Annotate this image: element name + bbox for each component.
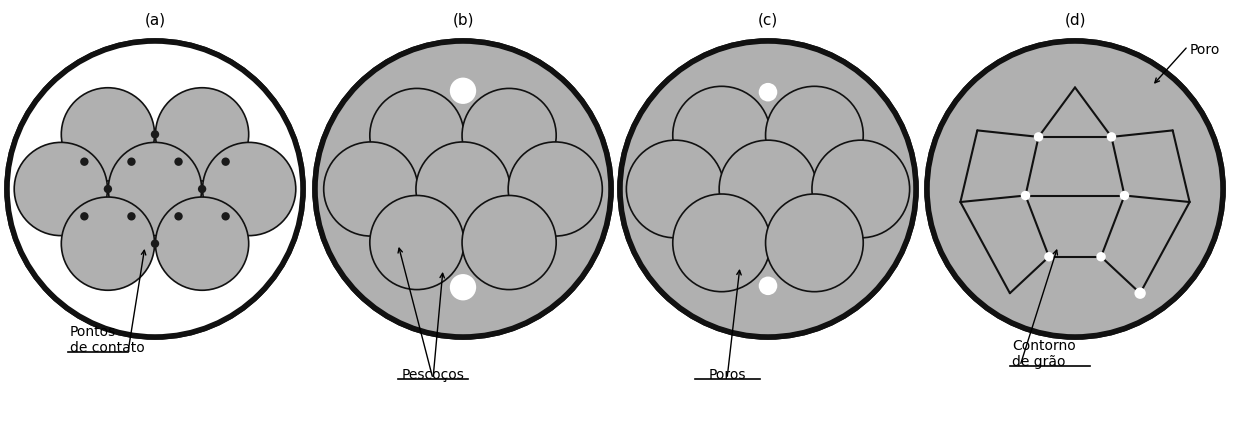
Circle shape: [174, 213, 183, 221]
Text: Contorno
de grão: Contorno de grão: [1012, 338, 1075, 368]
Circle shape: [690, 207, 708, 226]
Circle shape: [1096, 253, 1106, 262]
Circle shape: [156, 89, 248, 181]
Circle shape: [381, 150, 407, 176]
Circle shape: [203, 143, 295, 236]
Circle shape: [672, 194, 770, 292]
Circle shape: [927, 42, 1222, 337]
Text: (b): (b): [452, 13, 473, 27]
Circle shape: [627, 141, 724, 238]
Circle shape: [828, 207, 847, 226]
Circle shape: [109, 143, 201, 236]
Text: (d): (d): [1064, 13, 1085, 27]
Circle shape: [765, 87, 863, 184]
Circle shape: [9, 44, 302, 335]
Circle shape: [759, 277, 777, 296]
Circle shape: [1021, 191, 1031, 201]
Text: (a): (a): [145, 13, 166, 27]
Circle shape: [462, 196, 556, 290]
Circle shape: [370, 89, 464, 183]
Circle shape: [450, 79, 476, 105]
Circle shape: [1120, 191, 1130, 201]
Circle shape: [759, 84, 777, 102]
Circle shape: [198, 185, 206, 194]
Circle shape: [127, 213, 136, 221]
Circle shape: [622, 44, 913, 335]
Circle shape: [62, 89, 154, 181]
Circle shape: [324, 143, 418, 237]
Circle shape: [127, 158, 136, 167]
Text: (c): (c): [758, 13, 779, 27]
Text: Poro: Poro: [1190, 43, 1220, 57]
Circle shape: [1033, 133, 1043, 142]
Text: Pescoços: Pescoços: [402, 367, 465, 381]
Circle shape: [765, 194, 863, 292]
Circle shape: [151, 131, 159, 139]
Circle shape: [929, 44, 1221, 335]
Circle shape: [315, 42, 611, 337]
Circle shape: [62, 197, 154, 291]
Circle shape: [7, 42, 303, 337]
Circle shape: [519, 150, 545, 176]
Circle shape: [370, 196, 464, 290]
Circle shape: [519, 203, 545, 230]
Circle shape: [1044, 253, 1053, 262]
Circle shape: [221, 158, 230, 167]
Circle shape: [508, 143, 602, 237]
Circle shape: [1106, 133, 1116, 142]
Circle shape: [14, 143, 108, 236]
Circle shape: [672, 87, 770, 184]
Circle shape: [156, 197, 248, 291]
Circle shape: [620, 42, 916, 337]
Text: Poros: Poros: [708, 367, 745, 381]
Circle shape: [151, 240, 159, 248]
Circle shape: [450, 274, 476, 301]
Circle shape: [719, 141, 817, 238]
Circle shape: [828, 154, 847, 172]
Circle shape: [104, 185, 112, 194]
Circle shape: [381, 203, 407, 230]
Circle shape: [690, 154, 708, 172]
Circle shape: [316, 44, 609, 335]
Circle shape: [174, 158, 183, 167]
Circle shape: [1135, 288, 1146, 299]
Circle shape: [80, 213, 89, 221]
Circle shape: [417, 143, 510, 237]
Circle shape: [462, 89, 556, 183]
Circle shape: [812, 141, 910, 238]
Circle shape: [221, 213, 230, 221]
Circle shape: [80, 158, 89, 167]
Text: Pontos
de contato: Pontos de contato: [70, 324, 145, 354]
